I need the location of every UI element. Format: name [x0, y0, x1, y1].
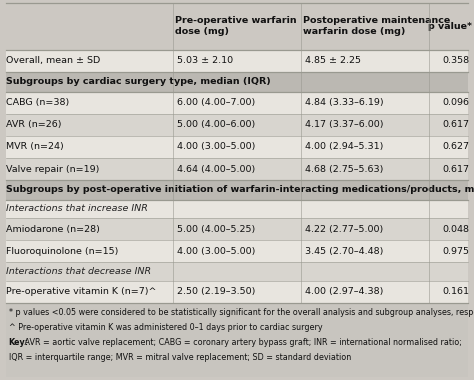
Text: AVR = aortic valve replacement; CABG = coronary artery bypass graft; INR = inter: AVR = aortic valve replacement; CABG = c… [22, 338, 462, 347]
Bar [6, 114, 468, 136]
Text: 0.161: 0.161 [443, 288, 470, 296]
Bar [6, 263, 468, 281]
Text: 0.358: 0.358 [443, 56, 470, 65]
Text: 5.03 ± 2.10: 5.03 ± 2.10 [177, 56, 233, 65]
Text: Interactions that decrease INR: Interactions that decrease INR [6, 267, 151, 276]
Text: * p values <0.05 were considered to be statistically significant for the overall: * p values <0.05 were considered to be s… [9, 307, 474, 317]
Bar [6, 281, 468, 303]
Text: CABG (n=38): CABG (n=38) [6, 98, 69, 107]
Bar [6, 240, 468, 263]
Text: 4.22 (2.77–5.00): 4.22 (2.77–5.00) [305, 225, 383, 234]
Text: 4.00 (2.94–5.31): 4.00 (2.94–5.31) [305, 142, 383, 151]
Text: 0.096: 0.096 [443, 98, 470, 107]
Text: 4.00 (3.00–5.00): 4.00 (3.00–5.00) [177, 247, 255, 256]
Bar [6, 50, 468, 72]
Text: MVR (n=24): MVR (n=24) [6, 142, 64, 151]
Bar [6, 180, 468, 200]
Bar [6, 200, 468, 218]
Text: 4.00 (3.00–5.00): 4.00 (3.00–5.00) [177, 142, 255, 151]
Text: 4.68 (2.75–5.63): 4.68 (2.75–5.63) [305, 165, 383, 174]
Text: Valve repair (n=19): Valve repair (n=19) [6, 165, 100, 174]
Bar [6, 92, 468, 114]
Text: 4.84 (3.33–6.19): 4.84 (3.33–6.19) [305, 98, 383, 107]
Text: Subgroups by post-operative initiation of warfarin-interacting medications/produ: Subgroups by post-operative initiation o… [6, 185, 474, 195]
Text: 6.00 (4.00–7.00): 6.00 (4.00–7.00) [177, 98, 255, 107]
Text: Interactions that increase INR: Interactions that increase INR [6, 204, 148, 214]
Text: 2.50 (2.19–3.50): 2.50 (2.19–3.50) [177, 288, 255, 296]
Text: p value*: p value* [428, 22, 472, 31]
Text: 0.048: 0.048 [443, 225, 470, 234]
Text: 0.627: 0.627 [443, 142, 470, 151]
Text: Pre-operative vitamin K (n=7)^: Pre-operative vitamin K (n=7)^ [6, 288, 157, 296]
Text: 0.617: 0.617 [443, 165, 470, 174]
Text: 4.00 (2.97–4.38): 4.00 (2.97–4.38) [305, 288, 383, 296]
Text: 4.64 (4.00–5.00): 4.64 (4.00–5.00) [177, 165, 255, 174]
Bar [6, 3, 468, 50]
Text: Fluoroquinolone (n=15): Fluoroquinolone (n=15) [6, 247, 118, 256]
Text: 4.17 (3.37–6.00): 4.17 (3.37–6.00) [305, 120, 383, 129]
Text: Key:: Key: [9, 338, 28, 347]
Text: ^ Pre-operative vitamin K was administered 0–1 days prior to cardiac surgery: ^ Pre-operative vitamin K was administer… [9, 323, 322, 332]
Bar [6, 303, 468, 377]
Text: AVR (n=26): AVR (n=26) [6, 120, 62, 129]
Text: Subgroups by cardiac surgery type, median (IQR): Subgroups by cardiac surgery type, media… [6, 77, 271, 86]
Text: IQR = interquartile range; MVR = mitral valve replacement; SD = standard deviati: IQR = interquartile range; MVR = mitral … [9, 353, 351, 362]
Text: 4.85 ± 2.25: 4.85 ± 2.25 [305, 56, 361, 65]
Text: Amiodarone (n=28): Amiodarone (n=28) [6, 225, 100, 234]
Bar [6, 72, 468, 92]
Text: 5.00 (4.00–6.00): 5.00 (4.00–6.00) [177, 120, 255, 129]
Text: Pre-operative warfarin
dose (mg): Pre-operative warfarin dose (mg) [175, 16, 297, 36]
Text: 0.975: 0.975 [443, 247, 470, 256]
Text: 5.00 (4.00–5.25): 5.00 (4.00–5.25) [177, 225, 255, 234]
Text: Postoperative maintenance
warfarin dose (mg): Postoperative maintenance warfarin dose … [303, 16, 450, 36]
Bar [6, 158, 468, 180]
Text: 0.617: 0.617 [443, 120, 470, 129]
Bar [6, 218, 468, 240]
Text: Overall, mean ± SD: Overall, mean ± SD [6, 56, 100, 65]
Text: 3.45 (2.70–4.48): 3.45 (2.70–4.48) [305, 247, 383, 256]
Bar [6, 136, 468, 158]
